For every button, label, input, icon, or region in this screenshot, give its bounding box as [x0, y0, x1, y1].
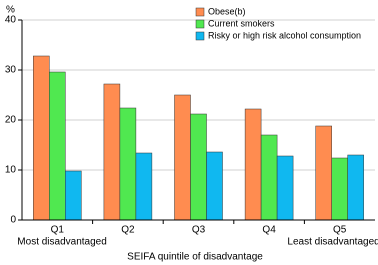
x-tick-label: Q2: [121, 225, 135, 236]
y-tick-label: 0: [10, 215, 16, 226]
legend-label: Current smokers: [208, 18, 275, 28]
legend-swatch: [195, 19, 205, 29]
bar: [65, 170, 82, 221]
x-tick-label: Q5: [333, 225, 347, 236]
bar: [103, 83, 121, 221]
bar: [33, 55, 50, 221]
y-tick-label: 30: [5, 65, 17, 76]
bar: [331, 157, 348, 221]
bar: [244, 108, 262, 221]
y-tick-label: 40: [5, 15, 17, 26]
x-tick-sublabel: Most disadvantaged: [17, 237, 107, 248]
x-tick-label: Q1: [51, 225, 65, 236]
bar: [276, 155, 294, 221]
bar: [206, 151, 223, 221]
bar: [135, 152, 153, 221]
bar: [174, 94, 191, 221]
bar: [347, 154, 364, 221]
bar: [49, 71, 66, 221]
bar: [190, 113, 207, 221]
legend-swatch: [195, 31, 205, 41]
bar: [260, 134, 278, 221]
x-tick-sublabel: Least disadvantaged: [287, 237, 378, 248]
legend-label: Obese(b): [208, 6, 246, 16]
bar: [315, 125, 332, 221]
y-tick-label: 20: [5, 115, 17, 126]
legend-label: Risky or high risk alcohol consumption: [208, 30, 361, 40]
bar: [119, 107, 137, 221]
y-axis-label: %: [6, 5, 15, 16]
x-tick-label: Q3: [192, 225, 206, 236]
y-tick-label: 10: [5, 165, 17, 176]
x-tick-label: Q4: [262, 225, 276, 236]
legend-swatch: [195, 7, 205, 17]
x-axis-label: SEIFA quintile of disadvantage: [127, 252, 263, 263]
